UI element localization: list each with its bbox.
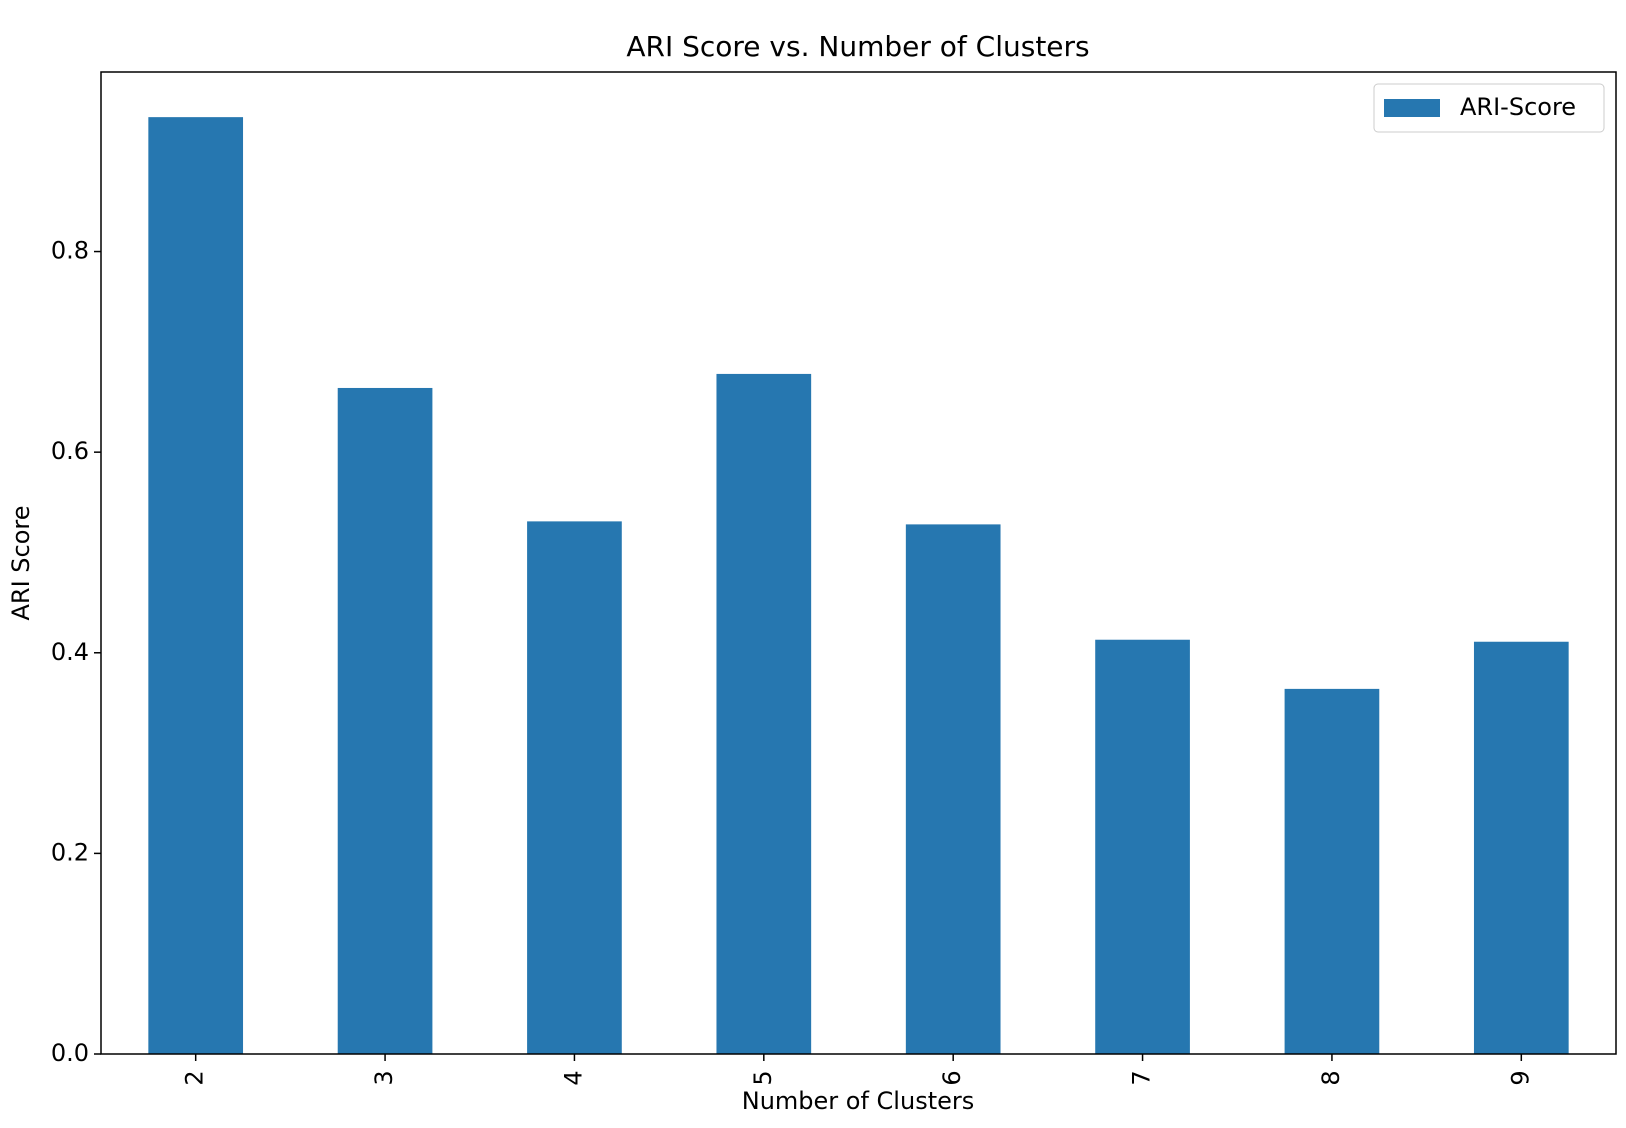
plot-frame <box>100 71 1617 1055</box>
y-tick-label: 0.0 <box>51 1039 89 1067</box>
x-tick-label: 9 <box>1506 1070 1534 1085</box>
bar <box>148 117 244 1055</box>
y-axis-label: ARI Score <box>7 505 35 620</box>
x-tick-label: 7 <box>1128 1070 1156 1085</box>
bar <box>1473 641 1569 1054</box>
x-tick-label: 8 <box>1317 1070 1345 1085</box>
bar <box>716 373 812 1054</box>
bar <box>1095 639 1190 1054</box>
x-tick-label: 2 <box>181 1070 209 1085</box>
y-tick-label: 0.4 <box>51 638 89 666</box>
x-tick-label: 6 <box>938 1070 966 1085</box>
x-tick-label: 3 <box>370 1070 398 1085</box>
bar <box>527 521 622 1054</box>
chart-title: ARI Score vs. Number of Clusters <box>626 30 1089 63</box>
legend-swatch <box>1384 99 1440 117</box>
x-tick-label: 5 <box>749 1070 777 1085</box>
legend-label: ARI-Score <box>1460 93 1576 121</box>
y-tick-label: 0.6 <box>51 437 89 465</box>
bar <box>337 387 433 1054</box>
legend-box <box>1373 83 1605 133</box>
y-tick-label: 0.8 <box>51 237 89 265</box>
x-axis-label: Number of Clusters <box>742 1087 975 1115</box>
y-tick-label: 0.2 <box>51 838 89 866</box>
bar <box>905 524 1001 1054</box>
x-tick-label: 4 <box>559 1070 587 1085</box>
bar <box>1284 688 1380 1054</box>
